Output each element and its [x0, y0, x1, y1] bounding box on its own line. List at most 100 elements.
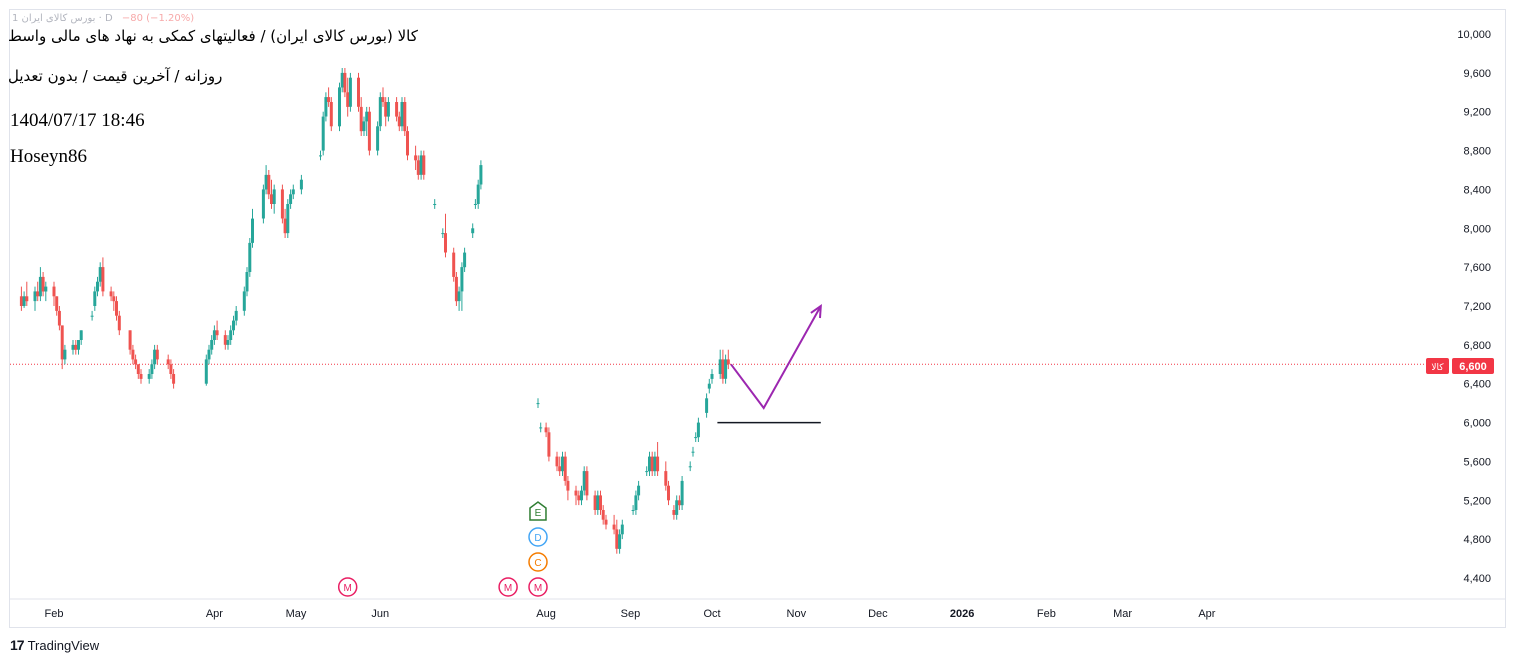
event-markers[interactable]: E D C M M M	[337, 501, 548, 597]
candle	[620, 519, 624, 540]
legend-change: −80 (−1.20%)	[121, 13, 195, 24]
candle	[38, 267, 42, 302]
candle-body	[637, 485, 641, 496]
price-tick-label: 8,800	[1463, 146, 1491, 158]
candle	[60, 325, 64, 370]
price-tick-label: 8,000	[1463, 223, 1491, 235]
candle	[479, 160, 483, 190]
candle	[289, 189, 293, 209]
time-tick-label: Mar	[1113, 608, 1132, 620]
chart-frame[interactable]	[9, 9, 1506, 628]
candle-body	[19, 296, 23, 306]
candle	[207, 344, 211, 365]
time-axis[interactable]: Feb Apr May Jun Aug Sep Oct Nov Dec 2026 Feb Mar Apr	[45, 608, 1216, 620]
candle-body	[680, 480, 684, 506]
candle-body	[134, 359, 138, 365]
tradingview-brand[interactable]: 17 TradingView	[10, 637, 99, 653]
chart-datetime: 1404/07/17 18:46	[10, 110, 145, 131]
candle	[476, 179, 480, 209]
candle-body	[384, 102, 388, 117]
candle-body	[724, 359, 728, 379]
price-tick-label: 8,400	[1463, 184, 1491, 196]
projection-arrow-head	[810, 303, 822, 319]
candle	[291, 184, 295, 200]
candle	[634, 490, 638, 515]
time-tick-label: Jun	[371, 608, 389, 620]
candle-body	[457, 291, 461, 302]
candle-body	[604, 519, 608, 525]
candle	[648, 451, 651, 476]
candle-body	[620, 524, 624, 535]
candle	[612, 514, 616, 535]
event-marker-m[interactable]: M	[498, 577, 518, 597]
candle	[574, 485, 578, 506]
candle	[93, 286, 97, 311]
candle	[101, 257, 105, 297]
event-marker-d[interactable]: D	[528, 527, 548, 547]
candle	[376, 121, 380, 156]
candle	[150, 359, 154, 379]
drawings[interactable]	[717, 303, 822, 424]
event-marker-c[interactable]: C	[528, 552, 548, 572]
candle-body	[55, 296, 59, 311]
candle-body	[577, 495, 581, 501]
event-marker-m[interactable]: M	[528, 577, 548, 597]
candle-body	[656, 456, 660, 472]
candle-body	[289, 194, 293, 204]
candle	[280, 184, 284, 224]
candle-body	[74, 344, 78, 350]
event-marker-letter: M	[344, 583, 352, 594]
candle	[365, 106, 369, 136]
candle-body	[677, 500, 681, 506]
candle	[680, 476, 684, 510]
candle-body	[128, 330, 132, 350]
candle	[645, 466, 649, 476]
candle-body	[454, 276, 458, 302]
event-marker-e[interactable]: E	[529, 501, 547, 521]
candle	[340, 68, 344, 93]
candle-body	[707, 383, 711, 389]
candle	[264, 165, 268, 195]
candle	[710, 369, 714, 384]
candle	[57, 306, 61, 331]
candle-body	[96, 281, 99, 292]
candle-body	[63, 349, 67, 360]
time-tick-label: Feb	[45, 608, 64, 620]
candle-body	[327, 97, 331, 102]
candle-body	[267, 174, 271, 195]
candle-body	[346, 92, 350, 107]
projection-arrow[interactable]	[730, 305, 822, 410]
candle-body	[71, 344, 75, 350]
candle-body	[601, 510, 605, 520]
candle	[210, 335, 214, 355]
chart-title: کالا (بورس کالای ایران) / فعالیتهای کمکی…	[8, 27, 418, 45]
price-badge: کالا 6,600	[1426, 358, 1494, 374]
candle-body	[615, 529, 619, 549]
price-tick-label: 5,200	[1463, 495, 1491, 507]
candle	[580, 485, 583, 506]
candle	[696, 417, 700, 442]
candle-body	[585, 471, 589, 496]
chart-author: Hoseyn86	[10, 146, 88, 167]
candle-body	[112, 296, 116, 302]
candle-body	[299, 179, 303, 190]
candle-body	[44, 286, 48, 292]
candle	[98, 262, 102, 287]
price-axis[interactable]: 10,000 9,600 9,200 8,800 8,400 8,000 7,600 7,20…	[1457, 29, 1491, 585]
candle	[416, 155, 420, 180]
candle	[357, 72, 360, 112]
candle-body	[207, 349, 211, 360]
candle	[558, 456, 562, 476]
candle	[112, 291, 116, 311]
event-marker-m[interactable]: M	[337, 577, 358, 597]
candle	[272, 184, 276, 214]
candle-body	[283, 218, 287, 234]
candle	[212, 325, 216, 345]
candle	[348, 72, 352, 112]
candle	[637, 480, 641, 501]
candle-body	[721, 359, 725, 379]
candle	[215, 320, 219, 340]
candle	[599, 490, 602, 515]
candle-body	[376, 126, 380, 151]
